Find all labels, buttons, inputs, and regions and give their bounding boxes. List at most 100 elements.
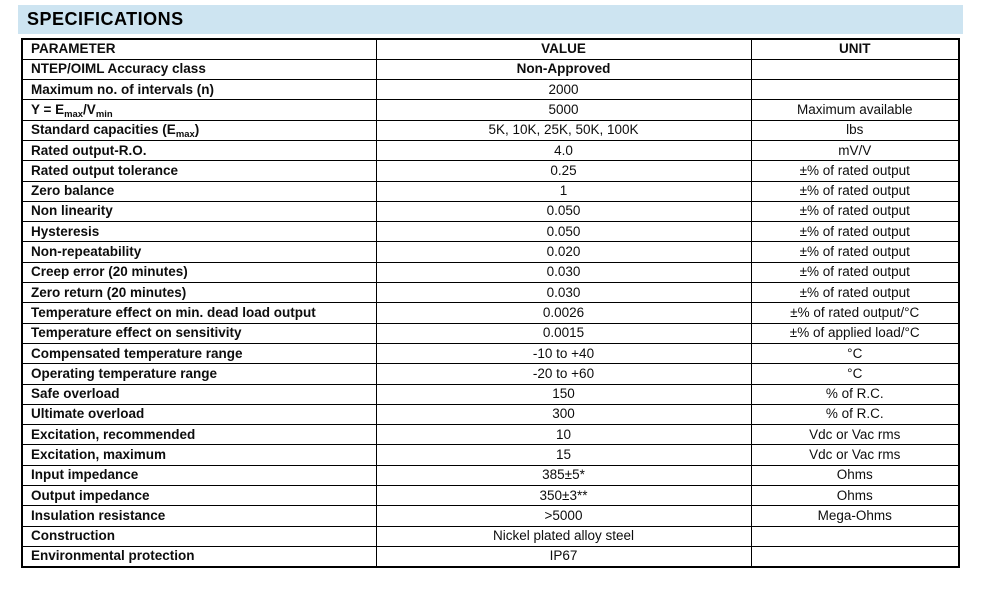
value-cell: 0.030 [375,282,752,304]
table-row: Input impedance 385±5* Ohms [21,464,960,487]
value-cell: 15 [375,444,752,466]
value-cell: 2000 [375,79,752,101]
column-header-unit: UNIT [750,38,960,60]
table-row: Excitation, maximum 15 Vdc or Vac rms [21,444,960,466]
parameter-cell: Safe overload [21,383,377,405]
value-cell: 0.020 [375,241,752,263]
table-row: Creep error (20 minutes) 0.030 ±% of rated… [21,261,960,284]
unit-cell: Vdc or Vac rms [750,444,960,466]
value-cell: 0.030 [375,261,752,284]
value-cell: Nickel plated alloy steel [375,525,752,547]
unit-cell: ±% of rated output [750,221,960,243]
table-row: Rated output-R.O. 4.0 mV/V [21,139,960,162]
value-cell: 0.25 [375,160,752,182]
value-cell: 0.050 [375,200,752,223]
parameter-cell: Input impedance [21,464,377,487]
unit-cell: ±% of rated output [750,180,960,202]
parameter-cell: Excitation, maximum [21,444,377,466]
unit-cell: Maximum available [750,99,960,121]
value-cell: 350±3** [375,485,752,507]
parameter-cell: Operating temperature range [21,363,377,385]
parameter-cell: Rated output tolerance [21,160,377,182]
parameter-cell: Compensated temperature range [21,342,377,365]
unit-cell [750,58,960,81]
unit-cell: ±% of rated output [750,160,960,182]
table-row: Non-repeatability 0.020 ±% of rated output [21,241,960,263]
value-cell: 0.050 [375,221,752,243]
value-cell: 0.0015 [375,322,752,344]
unit-cell: Vdc or Vac rms [750,424,960,446]
parameter-cell: Standard capacities (Emax) [21,119,377,141]
table-row: Compensated temperature range -10 to +40 °… [21,342,960,365]
parameter-cell: Zero return (20 minutes) [21,282,377,304]
parameter-cell: Creep error (20 minutes) [21,261,377,284]
table-row: Environmental protection IP67 [21,545,960,568]
unit-cell: % of R.C. [750,403,960,426]
unit-cell: mV/V [750,139,960,162]
unit-cell: % of R.C. [750,383,960,405]
parameter-cell: Environmental protection [21,545,377,568]
value-cell: -20 to +60 [375,363,752,385]
unit-cell [750,525,960,547]
parameter-cell: Construction [21,525,377,547]
parameter-cell: Excitation, recommended [21,424,377,446]
table-row: Zero return (20 minutes) 0.030 ±% of rated… [21,282,960,304]
table-row: Insulation resistance >5000 Mega-Ohms [21,505,960,527]
unit-cell: lbs [750,119,960,141]
parameter-cell: Ultimate overload [21,403,377,426]
unit-cell [750,79,960,101]
table-row: Zero balance 1 ±% of rated output [21,180,960,202]
parameter-cell: Y = Emax/Vmin [21,99,377,121]
table-row: Rated output tolerance 0.25 ±% of rated ou… [21,160,960,182]
table-row: Operating temperature range -20 to +60 °C [21,363,960,385]
unit-cell: Ohms [750,464,960,487]
value-cell: 10 [375,424,752,446]
value-cell: 4.0 [375,139,752,162]
value-cell: Non-Approved [375,58,752,81]
table-row: NTEP/OIML Accuracy class Non-Approved [21,58,960,81]
value-cell: IP67 [375,545,752,568]
value-cell: 5K, 10K, 25K, 50K, 100K [375,119,752,141]
parameter-cell: Zero balance [21,180,377,202]
unit-cell: °C [750,342,960,365]
value-cell: 5000 [375,99,752,121]
parameter-cell: Output impedance [21,485,377,507]
specifications-table: PARAMETER VALUE UNIT NTEP/OIML Accuracy … [21,38,960,568]
parameter-cell: Hysteresis [21,221,377,243]
unit-cell: ±% of applied load/°C [750,322,960,344]
value-cell: -10 to +40 [375,342,752,365]
unit-cell: ±% of rated output [750,261,960,284]
unit-cell: Ohms [750,485,960,507]
column-header-parameter: PARAMETER [21,38,377,60]
parameter-cell: Temperature effect on min. dead load out… [21,302,377,324]
section-banner: SPECIFICATIONS [18,5,963,34]
table-row: Non linearity 0.050 ±% of rated output [21,200,960,223]
unit-cell [750,545,960,568]
table-row: Temperature effect on min. dead load out… [21,302,960,324]
parameter-cell: Non-repeatability [21,241,377,263]
value-cell: 385±5* [375,464,752,487]
unit-cell: °C [750,363,960,385]
column-header-value: VALUE [375,38,752,60]
value-cell: 300 [375,403,752,426]
table-row: Safe overload 150% of R.C. [21,383,960,405]
value-cell: >5000 [375,505,752,527]
table-row: Y = Emax/Vmin 5000 Maximum available [21,99,960,121]
table-row: Hysteresis 0.050 ±% of rated output [21,221,960,243]
parameter-cell: Rated output-R.O. [21,139,377,162]
unit-cell: ±% of rated output [750,282,960,304]
unit-cell: ±% of rated output [750,200,960,223]
unit-cell: ±% of rated output/°C [750,302,960,324]
value-cell: 0.0026 [375,302,752,324]
table-row: Temperature effect on sensitivity 0.0015 ±… [21,322,960,344]
table-row: Ultimate overload 300% of R.C. [21,403,960,426]
table-header-row: PARAMETER VALUE UNIT [21,38,960,60]
parameter-cell: Non linearity [21,200,377,223]
parameter-cell: Maximum no. of intervals (n) [21,79,377,101]
table-row: Construction Nickel plated alloy steel [21,525,960,547]
value-cell: 1 [375,180,752,202]
value-cell: 150 [375,383,752,405]
page-title: SPECIFICATIONS [27,9,184,29]
table-row: Standard capacities (Emax) 5K, 10K, 25K, … [21,119,960,141]
parameter-cell: NTEP/OIML Accuracy class [21,58,377,81]
